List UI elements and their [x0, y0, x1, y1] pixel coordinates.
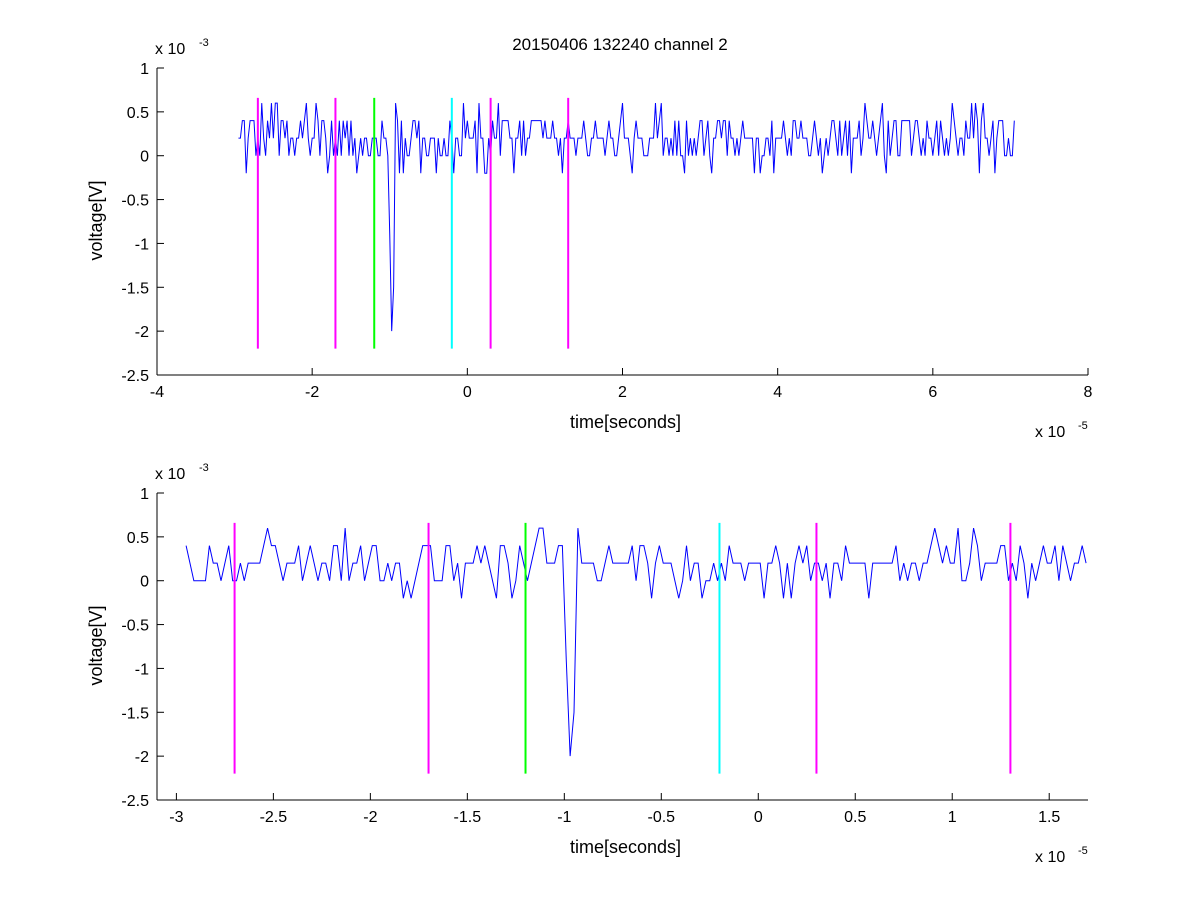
top-x-axis-label: time[seconds] [570, 412, 681, 432]
bottom-x-axis-label: time[seconds] [570, 837, 681, 857]
bottom-y-tick-label: 0.5 [127, 530, 149, 547]
top-x-tick-label: 8 [1084, 384, 1093, 401]
top-y-tick-label: 0 [140, 149, 149, 166]
bottom-x-tick-label: 0 [754, 809, 763, 826]
bottom-y-tick-label: -0.5 [121, 618, 149, 635]
bottom-y-tick-label: -1 [135, 661, 149, 678]
bottom-y-tick-label: 1 [140, 486, 149, 503]
bottom-y-multiplier-exponent: -3 [199, 462, 209, 474]
bottom-y-tick-label: -2.5 [121, 793, 149, 810]
bottom-x-tick-label: -2 [363, 809, 377, 826]
bottom-x-tick-label: -3 [169, 809, 183, 826]
bottom-x-tick-label: 1 [948, 809, 957, 826]
top-y-axis-label: voltage[V] [86, 180, 106, 260]
bottom-signal-trace [185, 527, 1087, 757]
bottom-x-tick-label: -1 [557, 809, 571, 826]
figure-title: 20150406 132240 channel 2 [512, 35, 728, 54]
bottom-y-axis-label: voltage[V] [86, 605, 106, 685]
top-y-tick-label: -0.5 [121, 193, 149, 210]
top-y-tick-label: 0.5 [127, 105, 149, 122]
top-y-tick-label: -1.5 [121, 280, 149, 297]
top-x-tick-label: -4 [150, 384, 164, 401]
top-x-multiplier: x 10 [1035, 424, 1065, 441]
top-y-tick-label: -1 [135, 236, 149, 253]
bottom-x-tick-label: 0.5 [844, 809, 866, 826]
top-x-tick-label: 4 [773, 384, 782, 401]
bottom-x-tick-label: -0.5 [648, 809, 676, 826]
top-y-multiplier: x 10 [155, 41, 185, 58]
bottom-x-tick-label: 1.5 [1038, 809, 1060, 826]
bottom-y-tick-label: -1.5 [121, 705, 149, 722]
bottom-x-multiplier: x 10 [1035, 849, 1065, 866]
bottom-x-tick-label: -1.5 [454, 809, 482, 826]
top-x-multiplier-exponent: -5 [1078, 420, 1088, 432]
plot-bottom: -3 -2.5 -2 -1.5 -1 -0.5 0 0.5 1 1.5 -2.5 -2 -1.5 -1 -0… [86, 462, 1088, 866]
bottom-x-tick-label: -2.5 [260, 809, 288, 826]
plot-top: -4 -2 0 2 4 6 8 -2.5 -2 -1.5 -1 -0.5 0 0.5 1 time[secon… [86, 37, 1093, 441]
bottom-y-tick-label: 0 [140, 574, 149, 591]
top-x-tick-label: -2 [305, 384, 319, 401]
top-x-tick-label: 0 [463, 384, 472, 401]
top-x-tick-label: 6 [928, 384, 937, 401]
top-y-tick-label: 1 [140, 61, 149, 78]
top-x-tick-label: 2 [618, 384, 627, 401]
bottom-x-multiplier-exponent: -5 [1078, 845, 1088, 857]
bottom-y-tick-label: -2 [135, 749, 149, 766]
top-y-tick-label: -2 [135, 324, 149, 341]
top-y-multiplier-exponent: -3 [199, 37, 209, 49]
bottom-y-multiplier: x 10 [155, 466, 185, 483]
top-signal-trace [238, 102, 1015, 332]
top-y-tick-label: -2.5 [121, 368, 149, 385]
